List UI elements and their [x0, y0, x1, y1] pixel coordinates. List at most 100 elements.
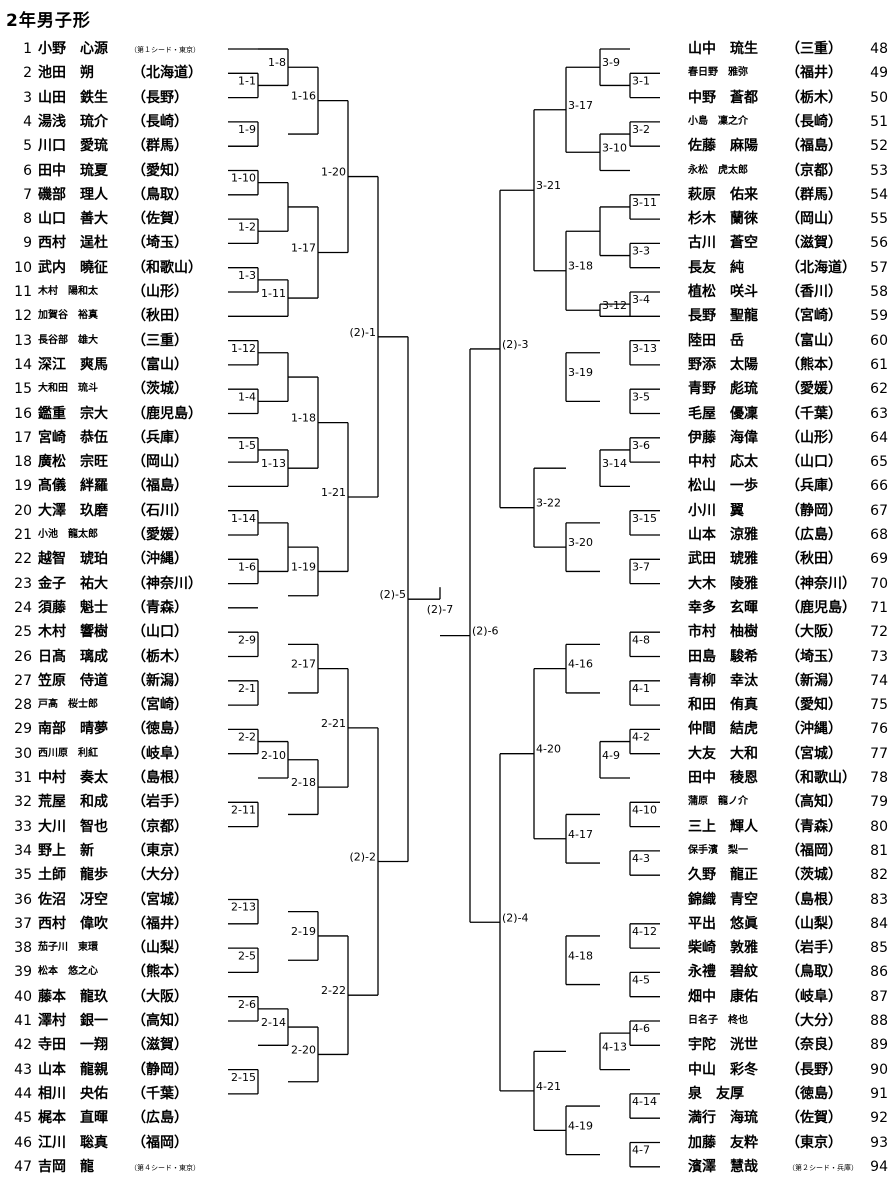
player-prefecture: （沖縄） [786, 721, 842, 738]
seed-note: （第２シード・兵庫） [788, 1163, 858, 1172]
player-name: 笠原 侍道 [38, 672, 108, 689]
player-prefecture: （長野） [132, 89, 188, 106]
player-name: 植松 咲斗 [688, 284, 758, 300]
player-number: 73 [870, 648, 888, 665]
player-name: 川口 愛琉 [38, 138, 108, 155]
player-number: 62 [870, 381, 888, 398]
match-label: (2)-5 [379, 588, 406, 601]
match-label: 2-22 [321, 984, 346, 997]
player-row: 71 幸多 玄暉 （鹿児島） [688, 597, 888, 619]
player-number: 8 [23, 211, 32, 228]
match-label: 1-16 [291, 90, 316, 103]
player-prefecture: （石川） [132, 502, 188, 519]
player-prefecture: （広島） [786, 527, 842, 543]
player-number: 21 [14, 527, 32, 543]
player-number: 63 [870, 405, 888, 422]
player-prefecture: （東京） [786, 1134, 842, 1151]
match-label: 4-1 [632, 682, 650, 695]
player-row: 27 笠原 侍道 （新潟） [10, 670, 220, 692]
player-number: 76 [870, 721, 888, 738]
player-name: 鑑重 宗大 [38, 405, 108, 422]
player-number: 12 [14, 308, 32, 325]
player-number: 75 [870, 697, 888, 714]
player-row: 57 長友 純 （北海道） [688, 257, 888, 279]
match-label: 2-6 [238, 998, 256, 1011]
player-number: 92 [870, 1110, 888, 1127]
player-row: 49 春日野 雅弥 （福井） [688, 62, 888, 84]
player-name: 伊藤 海偉 [688, 429, 758, 446]
match-label: 4-5 [632, 974, 650, 987]
player-row: 47 吉岡 龍 （第４シード・東京） [10, 1156, 220, 1178]
match-label: 3-9 [602, 56, 620, 69]
player-name: 南部 晴夢 [38, 721, 108, 738]
player-row: 92 満行 海琉 （佐賀） [688, 1107, 888, 1129]
match-label: 4-13 [602, 1040, 627, 1053]
player-name: 小野 心源 [38, 41, 108, 57]
player-row: 81 保手濱 梨一 （福岡） [688, 840, 888, 862]
player-row: 5 川口 愛琉 （群馬） [10, 135, 220, 157]
match-label: 4-16 [568, 658, 593, 671]
player-prefecture: （大阪） [132, 988, 188, 1005]
player-prefecture: （福井） [786, 65, 842, 82]
player-name: 大澤 玖磨 [38, 502, 108, 519]
player-prefecture: （長崎） [132, 113, 188, 130]
match-label: 3-15 [632, 512, 657, 525]
player-number: 69 [870, 551, 888, 568]
player-row: 67 小川 翼 （静岡） [688, 500, 888, 522]
player-row: 11 木村 陽和太 （山形） [10, 281, 220, 303]
player-number: 27 [14, 672, 32, 689]
match-label: 2-2 [238, 731, 256, 744]
player-number: 46 [14, 1134, 32, 1151]
player-number: 44 [14, 1085, 32, 1102]
match-label: 2-21 [321, 717, 346, 730]
player-number: 86 [870, 964, 888, 981]
player-number: 81 [870, 842, 888, 859]
player-name: 西村 偉吹 [38, 915, 108, 932]
player-number: 61 [870, 356, 888, 373]
player-prefecture: （三重） [132, 332, 188, 349]
player-row: 75 和田 侑真 （愛知） [688, 694, 888, 716]
player-number: 64 [870, 429, 888, 446]
player-prefecture: （兵庫） [786, 478, 842, 495]
match-label: 4-12 [632, 925, 657, 938]
player-name: 毛屋 優凜 [688, 405, 758, 422]
player-name: 小池 龍太郎 [38, 529, 98, 540]
player-prefecture: （新潟） [132, 672, 188, 689]
player-prefecture: （岡山） [132, 454, 188, 471]
player-prefecture: （佐賀） [786, 1110, 842, 1127]
match-label: 2-1 [238, 682, 256, 695]
player-prefecture: （宮崎） [786, 308, 842, 325]
player-number: 85 [870, 940, 888, 957]
player-name: 大和田 琉斗 [38, 383, 98, 395]
match-label: 2-18 [291, 776, 316, 789]
player-name: 野上 新 [38, 842, 94, 859]
match-label: 3-17 [568, 99, 593, 112]
player-row: 65 中村 応太 （山口） [688, 451, 888, 473]
match-label: 4-10 [632, 803, 657, 816]
player-prefecture: （茨城） [132, 381, 188, 398]
player-prefecture: （熊本） [132, 964, 188, 981]
match-label: 4-20 [536, 743, 561, 756]
player-name: 小川 翼 [688, 502, 744, 519]
player-row: 3 山田 鉄生 （長野） [10, 87, 220, 109]
player-prefecture: （奈良） [786, 1037, 842, 1054]
player-row: 86 永禮 碧紋 （鳥取） [688, 961, 888, 983]
match-label: (2)-6 [472, 625, 499, 638]
player-name: 吉岡 龍 [38, 1158, 94, 1175]
player-number: 60 [870, 332, 888, 349]
match-label: 4-3 [632, 852, 650, 865]
player-number: 40 [14, 988, 32, 1005]
player-row: 58 植松 咲斗 （香川） [688, 281, 888, 303]
player-prefecture: （山口） [132, 624, 188, 641]
player-prefecture: （北海道） [132, 65, 202, 82]
player-row: 6 田中 琉夏 （愛知） [10, 160, 220, 182]
player-name: 長友 純 [688, 259, 744, 276]
player-name: 市村 柚樹 [688, 624, 758, 641]
player-name: 西村 逞杜 [38, 235, 108, 252]
match-label: 2-14 [261, 1016, 286, 1029]
player-number: 52 [870, 138, 888, 155]
player-prefecture: （鳥取） [786, 964, 842, 981]
player-row: 69 武田 琥雅 （秋田） [688, 548, 888, 570]
player-name: 濱澤 慧哉 [688, 1158, 758, 1175]
player-name: 永禮 碧紋 [688, 964, 758, 981]
